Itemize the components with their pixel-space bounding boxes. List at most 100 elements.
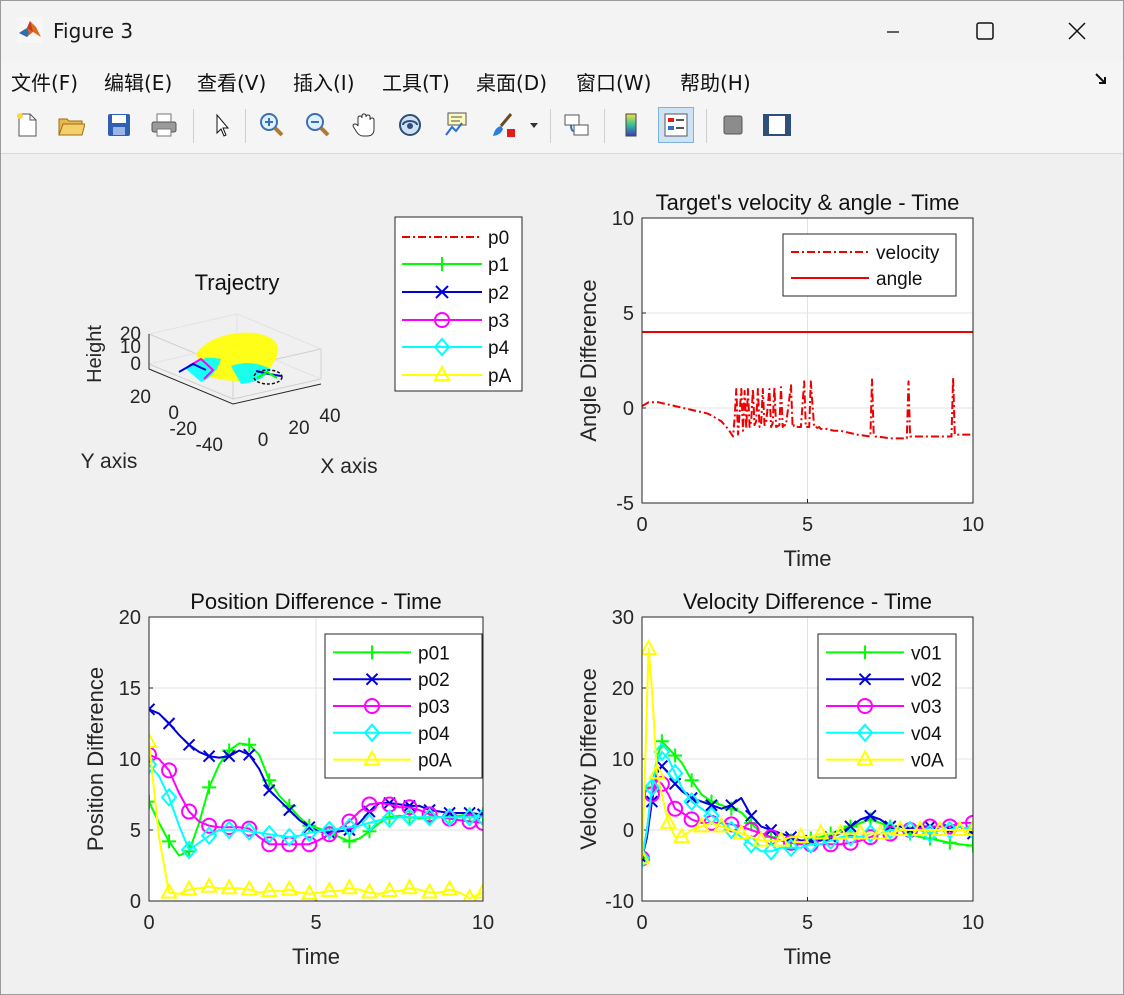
legend-label-p0: p0	[488, 228, 509, 249]
data-cursor-button[interactable]	[438, 107, 474, 143]
position-axes[interactable]: 0 5 10 0 5 10 15 20 Position Difference - Time Ti…	[83, 589, 494, 969]
rotate-3d-icon	[399, 114, 421, 136]
position-p04-marker	[220, 820, 238, 840]
velocity-v04-marker	[683, 792, 700, 812]
position-p01-marker	[242, 737, 257, 752]
new-figure-button[interactable]	[9, 107, 45, 143]
menu-desktop[interactable]: 桌面(D)	[476, 71, 548, 95]
trajectory-ylabel: Y axis	[81, 450, 138, 473]
brush-dropdown-icon	[530, 123, 538, 128]
menu-edit[interactable]: 编辑(E)	[104, 71, 173, 95]
position-p02-marker	[222, 749, 236, 763]
menu-tools[interactable]: 工具(T)	[382, 71, 450, 95]
menu-file[interactable]: 文件(F)	[11, 71, 79, 95]
trajectory-p3-line	[188, 357, 215, 380]
position-p0A-marker	[300, 883, 318, 900]
hide-plot-tools-icon	[723, 115, 743, 135]
velocity-v04-marker	[881, 820, 899, 840]
target-legend[interactable]: velocity angle	[782, 233, 957, 297]
brush-icon	[493, 113, 515, 137]
title-bar: Figure 3	[1, 1, 1123, 61]
position-p0A-marker	[400, 878, 419, 895]
position-p0A-marker	[440, 879, 459, 896]
toolbar-separator	[245, 109, 246, 143]
position-legend-marker	[365, 645, 379, 660]
rotate-button[interactable]	[392, 107, 428, 143]
position-legend-label: p03	[418, 697, 450, 718]
dock-arrow-icon[interactable]	[1093, 71, 1109, 87]
velocity-v04-marker	[941, 820, 959, 840]
position-p0A-marker	[180, 879, 198, 896]
velocity-v0A-marker	[752, 830, 770, 847]
show-plot-tools-icon	[763, 114, 791, 136]
print-button[interactable]	[146, 107, 182, 143]
velocity-legend[interactable]: v01 v02 v03 v04 v0A	[817, 633, 957, 779]
velocity-v04-marker	[862, 824, 879, 844]
position-xtick-label: 0	[143, 912, 154, 934]
velocity-xtick-label: 5	[802, 912, 813, 934]
position-xlabel: Time	[292, 944, 340, 969]
data-cursor-icon	[445, 112, 467, 136]
brush-button[interactable]	[485, 107, 521, 143]
menu-help[interactable]: 帮助(H)	[680, 71, 751, 95]
close-button[interactable]	[1031, 1, 1123, 61]
position-p03-marker	[201, 817, 218, 834]
velocity-v02-marker	[685, 791, 698, 805]
edit-plot-button[interactable]	[203, 107, 239, 143]
position-p03-marker	[401, 799, 418, 816]
velocity-v04-marker	[964, 820, 973, 840]
velocity-v0A-marker	[642, 638, 658, 655]
velocity-xtick-label: 0	[636, 912, 647, 934]
link-plot-button[interactable]	[559, 107, 595, 143]
position-ytick-label: 20	[119, 607, 141, 629]
menu-insert[interactable]: 插入(I)	[293, 71, 355, 95]
brush-dropdown-button[interactable]	[525, 107, 543, 143]
maximize-button[interactable]	[939, 1, 1031, 61]
velocity-v02-marker	[745, 809, 758, 823]
save-button[interactable]	[101, 107, 137, 143]
legend-label-p3: p3	[488, 311, 509, 332]
menu-window[interactable]: 窗口(W)	[576, 71, 652, 95]
target-xtick-label: 10	[962, 514, 984, 536]
velocity-ytick-label: -10	[605, 891, 634, 913]
velocity-v02-marker	[655, 759, 669, 773]
minimize-button[interactable]	[847, 1, 939, 61]
hide-plot-tools-button[interactable]	[715, 107, 751, 143]
velocity-v04-marker	[666, 763, 684, 783]
position-p04-marker	[361, 813, 378, 833]
legend-marker-pA	[433, 364, 451, 381]
menu-view[interactable]: 查看(V)	[197, 71, 267, 95]
position-p0A-marker	[360, 882, 379, 899]
minimize-icon	[887, 31, 899, 33]
trajectory-legend[interactable]: p0 p1 p2 p3 p4 pA	[394, 216, 523, 392]
pan-button[interactable]	[346, 107, 382, 143]
position-legend[interactable]: p01 p02 p03 p04 p0A	[324, 633, 483, 779]
position-p02-marker	[202, 749, 216, 763]
zoom-out-button[interactable]	[299, 107, 335, 143]
legend-button[interactable]	[658, 107, 694, 143]
position-p0A-marker	[462, 888, 477, 901]
position-p02-marker	[242, 748, 256, 761]
position-p03-marker	[361, 796, 378, 813]
position-ytick-label: 5	[130, 820, 141, 842]
trajectory-axes[interactable]: Trajectry Height 20 10 0 20 0 -20 -40 0 …	[81, 270, 378, 478]
open-file-button[interactable]	[53, 107, 89, 143]
legend-icon	[664, 113, 688, 137]
zoom-in-button[interactable]	[253, 107, 289, 143]
pan-hand-icon	[352, 113, 375, 137]
print-icon	[151, 113, 177, 137]
position-p04-marker	[240, 821, 258, 841]
velocity-v02-marker	[844, 820, 857, 833]
toolbar-separator	[604, 109, 605, 143]
velocity-v0A-marker	[648, 763, 666, 780]
velocity-v0A-marker	[792, 826, 810, 844]
target-xtick-label: 0	[636, 514, 647, 536]
legend-label-pA: pA	[488, 366, 512, 387]
colorbar-button[interactable]	[613, 107, 649, 143]
legend-marker-p2	[435, 285, 449, 299]
trajectory-p4-surface	[231, 363, 271, 384]
position-xtick-label: 10	[472, 912, 494, 934]
show-plot-tools-button[interactable]	[759, 107, 795, 143]
